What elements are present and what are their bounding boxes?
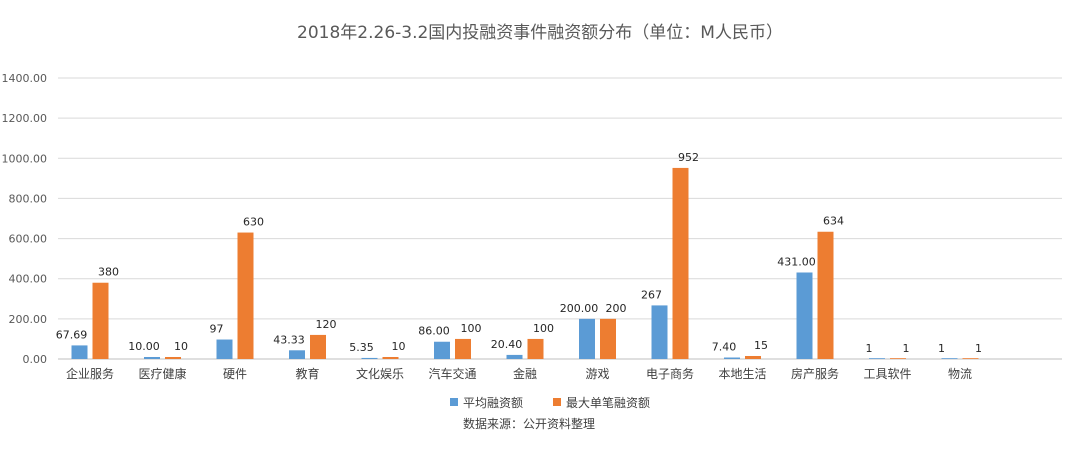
- legend-label: 最大单笔融资额: [566, 395, 650, 410]
- bar-avg-financing: [724, 357, 740, 359]
- bar-max-financing: [672, 167, 689, 359]
- category-label: 文化娱乐: [356, 366, 404, 381]
- chart-title: 2018年2.26-3.2国内投融资事件融资额分布（单位：M人民币）: [297, 23, 783, 43]
- bar-avg-financing: [941, 358, 958, 359]
- y-tick-label: 200.00: [9, 313, 48, 326]
- category-label: 硬件: [223, 367, 247, 381]
- bar-avg-financing: [361, 357, 378, 359]
- bar-max-financing: [817, 231, 834, 359]
- data-label: 120: [316, 318, 337, 331]
- data-label: 1: [975, 342, 982, 355]
- y-tick-label: 1200.00: [2, 112, 48, 125]
- data-label: 1: [903, 342, 910, 355]
- bar-avg-financing: [796, 272, 813, 359]
- category-label: 房产服务: [791, 366, 839, 381]
- category-label: 企业服务: [66, 366, 114, 381]
- category-label: 金融: [513, 366, 537, 381]
- data-label: 86.00: [418, 325, 450, 338]
- x-axis: 企业服务 医疗健康 硬件 教育 文化娱乐 汽车交通 金融 游戏 电子商务 本地生活 房产服务 工具软件…: [66, 366, 972, 381]
- legend-swatch: [450, 398, 458, 406]
- category-label: 医疗健康: [138, 366, 186, 381]
- category-label: 汽车交通: [428, 366, 476, 381]
- bar-avg-financing: [144, 356, 160, 359]
- data-label: 1: [866, 342, 873, 355]
- bar-max-financing: [745, 355, 761, 359]
- source-note: 数据来源：公开资料整理: [463, 416, 595, 431]
- y-tick-label: 600.00: [9, 233, 48, 246]
- category-label: 游戏: [585, 367, 609, 381]
- legend: 平均融资额 最大单笔融资额: [450, 395, 650, 410]
- bar-max-financing: [310, 334, 326, 359]
- legend-swatch: [553, 398, 561, 406]
- data-label: 97: [210, 323, 224, 336]
- data-label: 7.40: [712, 341, 737, 354]
- data-label: 15: [754, 339, 768, 352]
- data-label: 10: [174, 340, 188, 353]
- bar-max-financing: [890, 358, 906, 359]
- bar-avg-financing: [579, 318, 595, 359]
- bar-avg-financing: [869, 358, 885, 359]
- y-axis: 0.00 200.00 400.00 600.00 800.00 1000.00 1200.…: [2, 72, 48, 366]
- category-label: 工具软件: [863, 367, 911, 381]
- data-label: 267: [641, 288, 662, 301]
- data-label: 20.40: [491, 338, 523, 351]
- data-labels: 67.69 380 10.00 10 97 630 43.33 120 5.35 10 86.00 1…: [56, 151, 982, 355]
- data-label: 630: [243, 216, 264, 229]
- bar-avg-financing: [71, 345, 88, 359]
- category-label: 物流: [948, 367, 972, 381]
- y-tick-label: 0.00: [23, 353, 48, 366]
- bar-max-financing: [455, 338, 471, 359]
- data-label: 100: [461, 322, 482, 335]
- y-tick-label: 1000.00: [2, 152, 48, 165]
- legend-label: 平均融资额: [463, 396, 523, 410]
- data-label: 1: [938, 342, 945, 355]
- data-label: 67.69: [56, 328, 88, 341]
- bar-max-financing: [165, 356, 181, 359]
- bar-avg-financing: [506, 354, 523, 359]
- gridlines: [58, 77, 1062, 360]
- bar-max-financing: [527, 338, 544, 359]
- bar-max-financing: [962, 358, 979, 359]
- data-label: 10.00: [128, 340, 160, 353]
- data-label: 380: [98, 266, 119, 279]
- bar-avg-financing: [651, 305, 668, 359]
- data-label: 43.33: [273, 333, 305, 346]
- y-tick-label: 800.00: [9, 192, 48, 205]
- data-label: 200: [606, 302, 627, 315]
- bar-max-financing: [382, 356, 399, 359]
- y-tick-label: 1400.00: [2, 72, 48, 85]
- data-label: 5.35: [349, 341, 374, 354]
- y-tick-label: 400.00: [9, 273, 48, 286]
- category-label: 电子商务: [646, 366, 694, 381]
- bars: [71, 167, 979, 359]
- data-label: 10: [392, 340, 406, 353]
- bar-avg-financing: [289, 350, 305, 359]
- data-label: 100: [533, 322, 554, 335]
- data-label: 952: [678, 151, 699, 164]
- bar-avg-financing: [434, 341, 450, 359]
- data-label: 634: [823, 215, 844, 228]
- category-label: 本地生活: [718, 367, 766, 381]
- data-label: 200.00: [560, 302, 599, 315]
- category-label: 教育: [295, 366, 319, 381]
- bar-max-financing: [600, 318, 616, 359]
- bar-avg-financing: [216, 339, 233, 359]
- data-label: 431.00: [777, 255, 816, 268]
- bar-max-financing: [237, 232, 254, 359]
- bar-max-financing: [92, 282, 109, 359]
